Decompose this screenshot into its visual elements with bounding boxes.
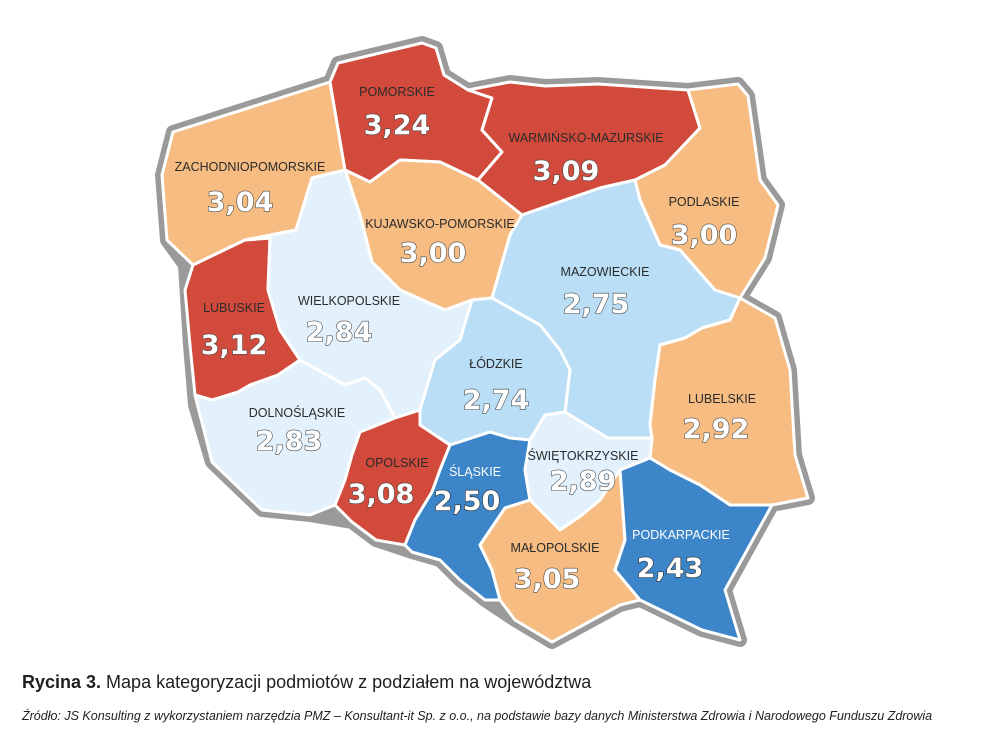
label-value-lubelskie: 2,92 [683,414,750,445]
label-value-zachodnio: 3,04 [207,187,274,218]
label-value-slaskie: 2,50 [434,486,501,517]
label-value-podkarpackie: 2,43 [637,553,704,584]
figure-source: Źródło: JS Konsulting z wykorzystaniem n… [22,709,933,723]
label-name-wielkopolskie: WIELKOPOLSKIE [298,294,400,308]
label-name-podkarpackie: PODKARPACKIE [632,528,730,542]
label-value-lodzkie: 2,74 [463,385,530,416]
label-name-lubelskie: LUBELSKIE [688,392,756,406]
label-value-warminsko: 3,09 [533,156,600,187]
label-value-mazowieckie: 2,75 [563,289,630,320]
figure-caption: Rycina 3. Mapa kategoryzacji podmiotów z… [22,672,591,693]
label-value-swietokrzyskie: 2,89 [550,466,617,497]
label-value-pomorskie: 3,24 [364,110,431,141]
label-name-opolskie: OPOLSKIE [365,456,428,470]
label-value-wielkopolskie: 2,84 [306,317,373,348]
label-value-malopolskie: 3,05 [514,564,581,595]
label-value-dolnoslaskie: 2,83 [256,426,323,457]
figure-caption-label: Rycina 3. [22,672,102,692]
label-name-malopolskie: MAŁOPOLSKIE [511,541,600,555]
label-name-dolnoslaskie: DOLNOŚLĄSKIE [249,405,346,420]
label-name-lodzkie: ŁÓDZKIE [469,356,523,371]
label-name-pomorskie: POMORSKIE [359,85,435,99]
label-value-opolskie: 3,08 [348,479,415,510]
label-value-kujawsko: 3,00 [400,238,467,269]
label-name-swietokrzyskie: ŚWIĘTOKRZYSKIE [528,448,639,463]
label-value-lubuskie: 3,12 [201,330,268,361]
poland-voivodeship-map: POMORSKIE 3,24 WARMIŃSKO-MAZURSKIE 3,09 … [155,36,815,649]
label-name-mazowieckie: MAZOWIECKIE [561,265,650,279]
label-value-podlaskie: 3,00 [671,220,738,251]
label-name-slaskie: ŚLĄSKIE [449,464,501,479]
label-name-podlaskie: PODLASKIE [669,195,740,209]
label-name-warminsko: WARMIŃSKO-MAZURSKIE [508,130,663,145]
label-name-lubuskie: LUBUSKIE [203,301,265,315]
figure-caption-text: Mapa kategoryzacji podmiotów z podziałem… [101,672,592,692]
label-name-kujawsko: KUJAWSKO-POMORSKIE [365,217,515,231]
region-podkarpackie[interactable] [613,456,774,642]
label-name-zachodnio: ZACHODNIOPOMORSKIE [175,160,326,174]
